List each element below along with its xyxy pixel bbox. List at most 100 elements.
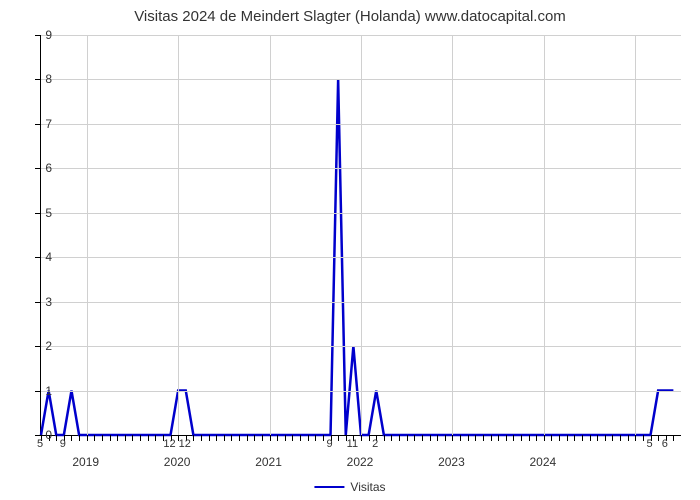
x-tick	[201, 435, 202, 441]
x-tick	[529, 435, 530, 441]
y-axis-label: 1	[32, 384, 52, 398]
x-tick	[209, 435, 210, 441]
x-tick	[628, 435, 629, 441]
x-tick	[513, 435, 514, 441]
x-tick	[620, 435, 621, 441]
x-tick	[391, 435, 392, 441]
x-tick	[643, 435, 644, 441]
x-tick	[300, 435, 301, 441]
grid-line-v	[361, 35, 362, 435]
y-axis-label: 9	[32, 28, 52, 42]
chart-title: Visitas 2024 de Meindert Slagter (Holand…	[0, 0, 700, 25]
x-tick	[635, 435, 636, 441]
x-tick	[254, 435, 255, 441]
x-tick	[132, 435, 133, 441]
x-tick	[369, 435, 370, 441]
x-tick	[102, 435, 103, 441]
x-tick	[224, 435, 225, 441]
x-tick	[315, 435, 316, 441]
x-tick	[140, 435, 141, 441]
x-tick	[673, 435, 674, 441]
x-tick	[612, 435, 613, 441]
x-tick	[468, 435, 469, 441]
x-axis-year-label: 2020	[164, 455, 191, 469]
x-tick	[422, 435, 423, 441]
x-tick	[193, 435, 194, 441]
x-tick	[567, 435, 568, 441]
x-tick	[590, 435, 591, 441]
x-tick	[323, 435, 324, 441]
x-tick	[430, 435, 431, 441]
x-axis-year-label: 2024	[529, 455, 556, 469]
x-tick	[460, 435, 461, 441]
x-tick	[87, 435, 88, 441]
y-axis-label: 2	[32, 339, 52, 353]
x-tick	[475, 435, 476, 441]
data-point-label: 5	[37, 438, 43, 450]
x-tick	[277, 435, 278, 441]
data-point-label: 12	[163, 438, 175, 450]
legend-line-icon	[314, 486, 344, 488]
x-tick	[308, 435, 309, 441]
grid-line-v	[452, 35, 453, 435]
legend: Visitas	[314, 480, 385, 494]
x-tick	[544, 435, 545, 441]
x-tick	[452, 435, 453, 441]
y-axis-label: 8	[32, 72, 52, 86]
data-point-label: 5	[646, 438, 652, 450]
x-tick	[605, 435, 606, 441]
data-point-label: 9	[326, 438, 332, 450]
x-tick	[407, 435, 408, 441]
x-tick	[117, 435, 118, 441]
grid-line-v	[544, 35, 545, 435]
x-tick	[231, 435, 232, 441]
x-tick	[155, 435, 156, 441]
x-tick	[658, 435, 659, 441]
x-tick	[216, 435, 217, 441]
y-axis-label: 4	[32, 250, 52, 264]
x-tick	[79, 435, 80, 441]
x-axis-year-label: 2022	[347, 455, 374, 469]
legend-label: Visitas	[350, 480, 385, 494]
y-axis-label: 3	[32, 295, 52, 309]
x-tick	[437, 435, 438, 441]
x-axis-year-label: 2023	[438, 455, 465, 469]
data-point-label: 6	[662, 438, 668, 450]
grid-line-v	[178, 35, 179, 435]
x-tick	[491, 435, 492, 441]
x-tick	[399, 435, 400, 441]
x-tick	[536, 435, 537, 441]
x-tick	[582, 435, 583, 441]
grid-line-v	[87, 35, 88, 435]
chart-container: Visitas 2024 de Meindert Slagter (Holand…	[0, 0, 700, 500]
x-tick	[56, 435, 57, 441]
x-tick	[292, 435, 293, 441]
data-point-label: 9	[60, 438, 66, 450]
y-axis-label: 5	[32, 206, 52, 220]
x-tick	[559, 435, 560, 441]
x-tick	[521, 435, 522, 441]
x-tick	[338, 435, 339, 441]
data-point-label: 12	[179, 438, 191, 450]
x-tick	[239, 435, 240, 441]
x-tick	[247, 435, 248, 441]
x-tick	[125, 435, 126, 441]
x-tick	[384, 435, 385, 441]
plot-area	[40, 35, 681, 436]
data-point-label: 11	[347, 438, 358, 450]
y-axis-label: 7	[32, 117, 52, 131]
x-tick	[574, 435, 575, 441]
x-tick	[110, 435, 111, 441]
x-tick	[71, 435, 72, 441]
grid-line-v	[270, 35, 271, 435]
x-tick	[414, 435, 415, 441]
x-tick	[483, 435, 484, 441]
x-tick	[262, 435, 263, 441]
x-tick	[361, 435, 362, 441]
x-tick	[445, 435, 446, 441]
grid-line-v	[635, 35, 636, 435]
x-tick	[597, 435, 598, 441]
x-tick	[506, 435, 507, 441]
x-axis-year-label: 2019	[72, 455, 99, 469]
x-tick	[285, 435, 286, 441]
